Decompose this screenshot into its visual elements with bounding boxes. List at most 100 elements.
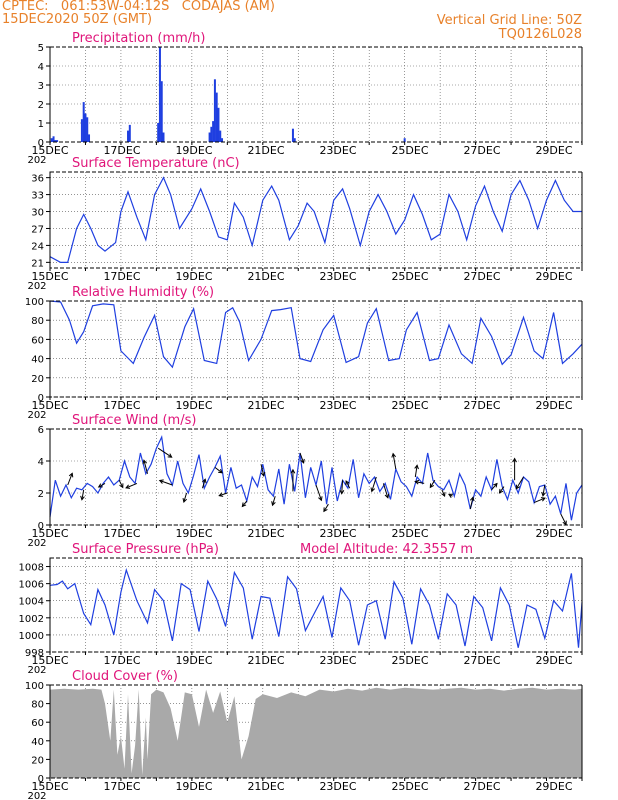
- pres-ytick-label: 1002: [19, 614, 44, 625]
- wind-vector-head: [218, 468, 223, 474]
- wind-vector: [118, 479, 124, 488]
- wind-vector-head: [218, 492, 224, 497]
- wind-year-label: 202: [27, 538, 46, 549]
- wind-ytick-label: 4: [38, 457, 44, 468]
- wind-vector: [533, 497, 546, 504]
- wind-title: Surface Wind (m/s): [72, 413, 196, 428]
- wind-vector-head: [142, 459, 148, 465]
- temp-year-label: 202: [27, 281, 46, 292]
- precip-ytick-label: 0: [38, 138, 44, 149]
- wind-vector-head: [540, 497, 546, 502]
- wind-vector: [542, 484, 546, 496]
- wind-vector-head: [80, 495, 85, 501]
- temp-xtick-label: 15DEC: [31, 270, 68, 283]
- wind-ytick-label: 6: [38, 425, 44, 436]
- wind-vector-head: [370, 487, 376, 493]
- pres-year-label: 202: [27, 665, 46, 676]
- precip-bar: [213, 79, 216, 142]
- wind-vector-head: [182, 497, 188, 503]
- rh-panel: [46, 300, 583, 400]
- precip-xtick-label: 21DEC: [247, 144, 284, 157]
- pres-ytick-label: 1000: [19, 631, 44, 642]
- precip-bar: [158, 47, 161, 142]
- precip-bar: [50, 138, 53, 142]
- wind-vector-head: [271, 501, 276, 507]
- precip-title: Precipitation (mm/h): [72, 31, 205, 46]
- temp-frame: [49, 171, 583, 269]
- rh-ytick-label: 0: [38, 393, 44, 404]
- wind-vector-head: [167, 453, 173, 458]
- cloud-xtick-label: 21DEC: [247, 780, 284, 793]
- wind-vector-head: [318, 496, 323, 502]
- pres-model-altitude: Model Altitude: 42.3557 m: [300, 542, 473, 557]
- wind-xtick-label: 21DEC: [247, 527, 284, 540]
- cloud-ytick-label: 20: [31, 755, 44, 766]
- precip-xtick-label: 25DEC: [391, 144, 428, 157]
- wind-vector-head: [300, 458, 305, 464]
- wind-vector: [429, 479, 436, 488]
- temp-xtick-label: 21DEC: [247, 270, 284, 283]
- wind-vector: [323, 503, 329, 512]
- wind-vector-head: [260, 471, 266, 477]
- wind-vector-head: [541, 491, 546, 497]
- wind-vector-head: [125, 484, 131, 489]
- wind-vector: [125, 482, 138, 489]
- date-header: 15DEC2020 50Z (GMT): [2, 12, 153, 27]
- wind-xtick-label: 17DEC: [103, 527, 140, 540]
- wind-vector: [515, 476, 524, 489]
- wind-ytick-label: 0: [38, 521, 44, 532]
- precip-xtick-label: 17DEC: [103, 144, 140, 157]
- temp-xtick-label: 27DEC: [463, 270, 500, 283]
- precip-bar: [403, 138, 406, 142]
- wind-vector-head: [512, 457, 517, 463]
- cloud-ytick-label: 80: [31, 700, 44, 711]
- pres-xtick-label: 29DEC: [535, 654, 572, 667]
- wind-vector: [159, 480, 173, 486]
- rh-line: [49, 300, 583, 369]
- cloud-xtick-label: 29DEC: [535, 780, 572, 793]
- precip-ytick-label: 2: [38, 100, 44, 111]
- wind-xtick-label: 25DEC: [391, 527, 428, 540]
- wind-xtick-label: 15DEC: [31, 527, 68, 540]
- wind-vector-head: [469, 496, 475, 502]
- temp-xtick-label: 17DEC: [103, 270, 140, 283]
- wind-vector-head: [339, 489, 345, 495]
- wind-panel: [46, 428, 583, 528]
- rh-ytick-label: 100: [25, 297, 44, 308]
- wind-vector: [345, 480, 351, 489]
- cloud-ytick-label: 60: [31, 718, 44, 729]
- wind-vector: [81, 489, 85, 500]
- model-id: TQ0126L028: [498, 27, 582, 42]
- precip-xtick-label: 15DEC: [31, 144, 68, 157]
- precip-ytick-label: 1: [38, 119, 44, 130]
- cloud-xtick-label: 27DEC: [463, 780, 500, 793]
- temp-ytick-label: 24: [31, 241, 44, 252]
- pres-ytick-label: 998: [25, 648, 44, 659]
- precip-bar: [128, 124, 131, 142]
- precip-bar: [217, 107, 220, 142]
- wind-vector: [414, 465, 418, 478]
- precip-bar: [86, 117, 89, 142]
- wind-vector-head: [202, 478, 207, 484]
- precip-bar: [52, 136, 55, 142]
- precip-bar: [208, 132, 211, 142]
- wind-vector-head: [68, 472, 74, 478]
- wind-xtick-label: 19DEC: [175, 527, 212, 540]
- pres-panel: [46, 557, 583, 655]
- wind-xtick-label: 29DEC: [535, 527, 572, 540]
- wind-vector: [560, 513, 567, 525]
- precip-ytick-label: 5: [38, 43, 44, 54]
- wind-xtick-label: 23DEC: [319, 527, 356, 540]
- precip-year-label: 202: [27, 155, 46, 166]
- rh-xtick-label: 15DEC: [31, 399, 68, 412]
- pres-xtick-label: 23DEC: [319, 654, 356, 667]
- wind-vector: [371, 476, 377, 492]
- wind-vector-head: [391, 452, 396, 458]
- wind-vector: [341, 480, 344, 494]
- station-header: CPTEC: 061:53W-04:12S CODAJAS (AM): [2, 0, 275, 14]
- temp-xtick-label: 19DEC: [175, 270, 212, 283]
- precip-bar: [54, 140, 57, 142]
- pres-ytick-label: 1004: [19, 597, 44, 608]
- wind-vector: [441, 489, 446, 497]
- cloud-year-label: 202: [27, 791, 46, 800]
